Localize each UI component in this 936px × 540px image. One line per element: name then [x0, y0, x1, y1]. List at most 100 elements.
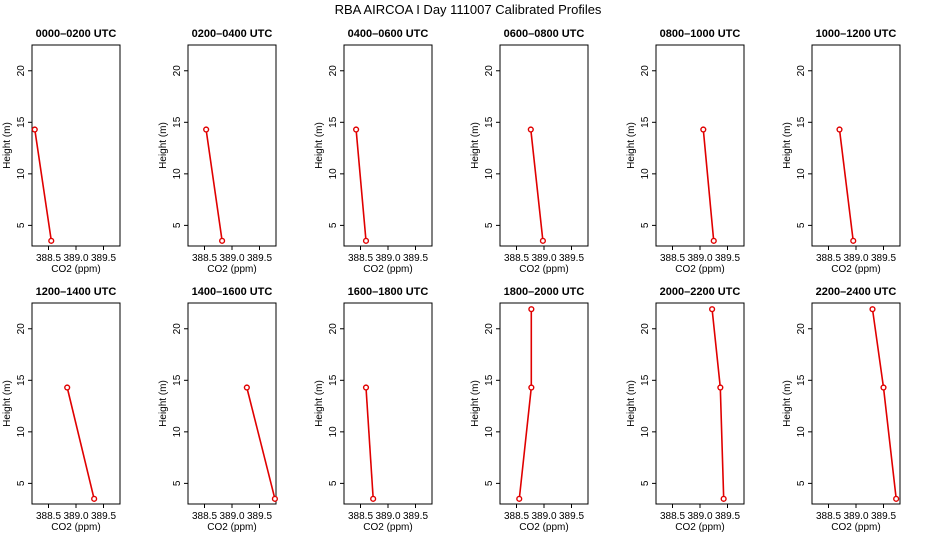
y-tick-label: 15 [796, 374, 807, 386]
profile-line [530, 129, 544, 241]
data-point [708, 306, 716, 313]
profile-line [838, 129, 854, 241]
y-tick-label: 20 [796, 65, 807, 77]
x-tick-label: 389.5 [247, 253, 272, 264]
x-tick-label: 389.0 [375, 511, 400, 522]
x-tick-label: 389.5 [715, 511, 740, 522]
plot-frame [811, 302, 901, 505]
y-tick-label: 10 [172, 168, 183, 180]
x-tick-label: 389.5 [715, 253, 740, 264]
y-tick-label: 10 [640, 168, 651, 180]
y-axis-label: Height (m) [158, 122, 169, 169]
y-axis-label: Height (m) [626, 122, 637, 169]
y-tick-label: 20 [796, 323, 807, 335]
y-tick-label: 5 [172, 222, 183, 228]
x-tick-label: 389.0 [531, 511, 556, 522]
panel-title: 0600–0800 UTC [504, 28, 585, 40]
y-axis-label: Height (m) [2, 122, 13, 169]
panel-title: 0000–0200 UTC [36, 28, 117, 40]
data-point [516, 495, 523, 502]
data-point [527, 126, 534, 133]
data-point [219, 237, 226, 244]
profile-line [66, 387, 95, 499]
panel-11: 2000–2200 UTC 388.5 389.0 389.5 5 10 15 20 CO2 (… [626, 286, 745, 533]
data-point [243, 384, 250, 391]
profile-line [711, 309, 725, 499]
plot-frame [811, 44, 901, 247]
x-axis-label: CO2 (ppm) [51, 264, 100, 275]
x-axis-label: CO2 (ppm) [831, 522, 880, 533]
data-point [362, 384, 370, 391]
y-tick-label: 15 [796, 116, 807, 128]
y-axis-label: Height (m) [2, 380, 13, 427]
x-tick-label: 389.5 [91, 253, 116, 264]
panel-9: 1600–1800 UTC 388.5 389.0 389.5 5 10 15 20 CO2 (… [314, 286, 433, 533]
y-tick-label: 5 [796, 222, 807, 228]
y-axis-label: Height (m) [158, 380, 169, 427]
y-tick-label: 10 [328, 168, 339, 180]
data-point [710, 237, 717, 244]
y-tick-label: 15 [484, 374, 495, 386]
plot-frame [655, 302, 745, 505]
y-tick-label: 20 [172, 65, 183, 77]
x-tick-label: 388.5 [36, 511, 61, 522]
panel-title: 1800–2000 UTC [504, 286, 585, 298]
panel-title: 1600–1800 UTC [348, 286, 429, 298]
data-point [717, 384, 724, 391]
figure-title: RBA AIRCOA I Day 111007 Calibrated Profi… [335, 2, 602, 17]
profile-line [205, 129, 223, 241]
y-tick-label: 5 [16, 480, 27, 486]
data-point [528, 384, 535, 391]
panel-title: 2000–2200 UTC [660, 286, 741, 298]
x-axis-label: CO2 (ppm) [831, 264, 880, 275]
y-tick-label: 10 [16, 426, 27, 438]
y-axis-label: Height (m) [314, 380, 325, 427]
x-tick-label: 389.0 [843, 511, 868, 522]
y-tick-label: 10 [796, 426, 807, 438]
y-tick-label: 20 [172, 323, 183, 335]
x-tick-label: 389.5 [871, 253, 896, 264]
y-tick-label: 15 [640, 374, 651, 386]
y-tick-label: 10 [484, 168, 495, 180]
x-axis-label: CO2 (ppm) [207, 522, 256, 533]
x-tick-label: 389.5 [247, 511, 272, 522]
panel-title: 1200–1400 UTC [36, 286, 117, 298]
profile-line [355, 129, 367, 241]
y-tick-label: 5 [172, 480, 183, 486]
panel-5: 0800–1000 UTC 388.5 389.0 389.5 5 10 15 20 CO2 (… [626, 28, 745, 275]
y-tick-label: 15 [328, 374, 339, 386]
panel-2: 0200–0400 UTC 388.5 389.0 389.5 5 10 15 20 CO2 (… [158, 28, 277, 275]
data-point [850, 237, 857, 244]
x-tick-label: 389.5 [559, 253, 584, 264]
data-point [370, 495, 377, 502]
data-point [362, 237, 370, 244]
x-tick-label: 389.0 [531, 253, 556, 264]
y-tick-label: 20 [640, 65, 651, 77]
profile-line [702, 129, 715, 241]
panel-6: 1000–1200 UTC 388.5 389.0 389.5 5 10 15 20 CO2 (… [782, 28, 901, 275]
panel-title: 1000–1200 UTC [816, 28, 897, 40]
x-tick-label: 388.5 [504, 511, 529, 522]
y-tick-label: 5 [328, 480, 339, 486]
y-tick-label: 5 [640, 222, 651, 228]
data-point [700, 126, 707, 133]
x-tick-label: 388.5 [660, 511, 685, 522]
y-axis-label: Height (m) [314, 122, 325, 169]
y-axis-label: Height (m) [626, 380, 637, 427]
panel-title: 0800–1000 UTC [660, 28, 741, 40]
x-tick-label: 388.5 [660, 253, 685, 264]
x-tick-label: 389.0 [843, 253, 868, 264]
y-tick-label: 5 [16, 222, 27, 228]
x-tick-label: 388.5 [816, 511, 841, 522]
data-point [539, 237, 547, 244]
data-point [880, 384, 887, 391]
plot-frame [343, 302, 433, 505]
x-tick-label: 389.5 [403, 511, 428, 522]
panel-title: 0400–0600 UTC [348, 28, 429, 40]
data-point [836, 126, 843, 133]
y-axis-label: Height (m) [782, 122, 793, 169]
x-tick-label: 388.5 [348, 511, 373, 522]
data-point [893, 495, 900, 502]
plot-frame [499, 44, 589, 247]
